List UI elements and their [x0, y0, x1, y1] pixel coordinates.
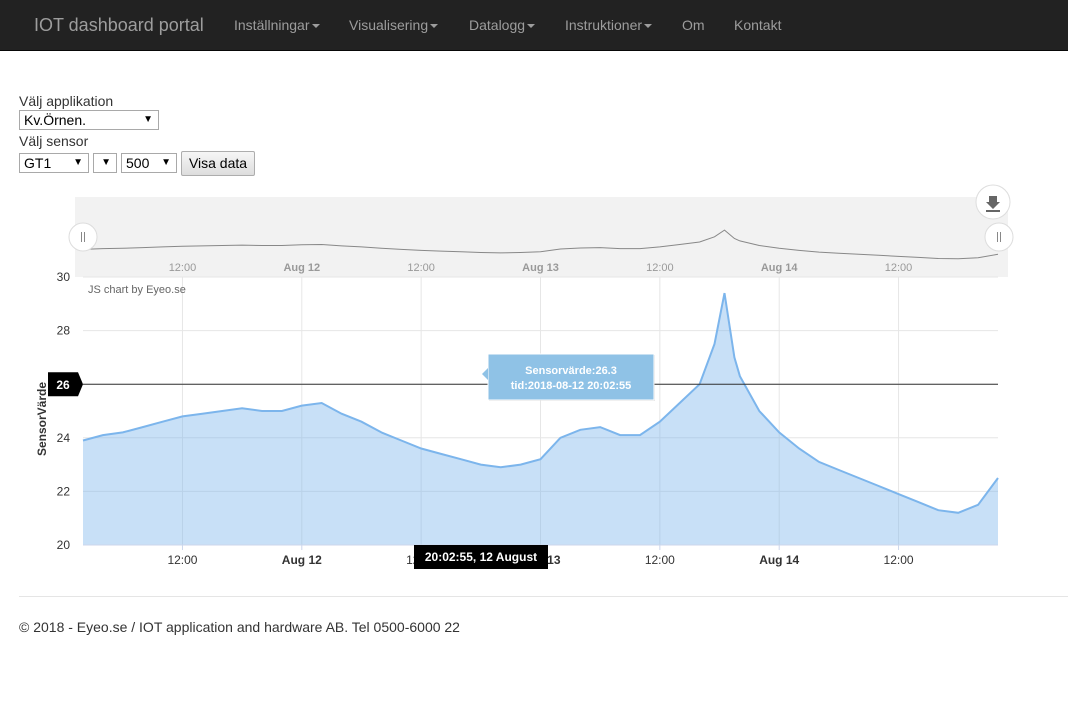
tooltip-box	[487, 353, 655, 401]
navigator[interactable]: 12:00 Aug 12 12:00 Aug 13 12:00 Aug 14 12:00	[68, 184, 1014, 277]
sensor-label: Välj sensor	[19, 133, 89, 149]
nav-item-label: Instruktioner	[565, 17, 643, 33]
footer-text: © 2018 - Eyeo.se / IOT application and h…	[19, 619, 460, 635]
x-tick-label: Aug 14	[759, 553, 799, 567]
tooltip-line-time: tid:2018-08-12 20:02:55	[511, 380, 631, 392]
navigator-line	[82, 229, 999, 260]
nav-item-kontakt[interactable]: Kontakt	[734, 17, 781, 33]
y-tick-label: 22	[57, 484, 71, 498]
crosshair-value-badge	[48, 372, 83, 397]
nav-item-installningar[interactable]: Inställningar	[234, 17, 320, 33]
chevron-down-icon	[644, 24, 653, 29]
sensor-select[interactable]: GT1 ▼	[19, 153, 89, 173]
y-axis-title: SensorVärde	[35, 382, 49, 456]
nav-item-visualisering[interactable]: Visualisering	[349, 17, 439, 33]
x-tick-label: 12:00	[645, 553, 675, 567]
count-select[interactable]: 500 ▼	[121, 153, 177, 173]
nav-item-label: Inställningar	[234, 17, 310, 33]
navigator-tick-label: Aug 12	[283, 262, 320, 274]
dropdown-arrow-icon: ▼	[101, 157, 111, 168]
sensor-select-value: GT1	[24, 155, 52, 171]
navigator-tick-label: 12:00	[885, 262, 913, 274]
nav-item-label: Datalogg	[469, 17, 526, 33]
chevron-down-icon	[430, 24, 439, 29]
application-select-value: Kv.Örnen.	[24, 112, 86, 128]
download-icon-base	[986, 210, 1000, 212]
chevron-down-icon	[527, 24, 536, 29]
navigator-handle-left[interactable]	[68, 222, 98, 252]
navigator-background	[75, 197, 1008, 277]
show-data-button[interactable]: Visa data	[181, 151, 255, 176]
nav-item-label: Om	[682, 17, 705, 33]
y-tick-label: 30	[57, 270, 71, 284]
navigator-handle-right[interactable]	[984, 222, 1014, 252]
x-tick-label: 12:00	[167, 553, 197, 567]
x-crosshair-label-box	[414, 545, 548, 569]
download-icon	[986, 196, 1000, 209]
secondary-select[interactable]: ▼	[93, 153, 117, 173]
series-line	[82, 292, 999, 514]
navigator-tick-label: 12:00	[169, 262, 197, 274]
count-select-value: 500	[126, 155, 150, 171]
x-crosshair-label: 20:02:55, 12 August	[425, 550, 537, 564]
y-tick-label: 24	[57, 431, 71, 445]
dropdown-arrow-icon: ▼	[161, 157, 171, 168]
nav-item-datalogg[interactable]: Datalogg	[469, 17, 536, 33]
x-tick-label: Aug 12	[282, 553, 322, 567]
dropdown-arrow-icon: ▼	[73, 157, 83, 168]
sensor-chart[interactable]: 12:00 Aug 12 12:00 Aug 13 12:00 Aug 14 12:00 2…	[0, 180, 1068, 580]
tooltip-line-value: Sensorvärde:26.3	[525, 365, 617, 377]
nav-item-om[interactable]: Om	[682, 17, 705, 33]
series-area	[83, 293, 998, 545]
chevron-down-icon	[311, 24, 320, 29]
navigator-tick-label: 12:00	[646, 262, 674, 274]
brand-title[interactable]: IOT dashboard portal	[34, 15, 204, 35]
x-tick-label: 12:00	[884, 553, 914, 567]
y-tick-label: 28	[57, 324, 71, 338]
navigator-tick-label: Aug 14	[761, 262, 799, 274]
crosshair-value-label: 26	[56, 378, 70, 392]
dropdown-arrow-icon: ▼	[143, 114, 153, 125]
nav-item-label: Kontakt	[734, 17, 782, 33]
top-navbar: IOT dashboard portal Inställningar Visua…	[0, 0, 1068, 51]
application-select[interactable]: Kv.Örnen. ▼	[19, 110, 159, 130]
application-label: Välj applikation	[19, 93, 114, 109]
chart-credit: JS chart by Eyeo.se	[88, 284, 186, 296]
navigator-tick-label: Aug 13	[522, 262, 559, 274]
y-tick-label: 20	[57, 538, 71, 552]
chart-overlay: 26 Sensorvärde:26.3 tid:2018-08-12 20:02:5…	[48, 353, 998, 569]
tooltip-pointer	[482, 368, 488, 380]
footer-divider	[19, 596, 1068, 597]
nav-item-label: Visualisering	[349, 17, 429, 33]
nav-item-instruktioner[interactable]: Instruktioner	[565, 17, 653, 33]
navigator-tick-label: 12:00	[407, 262, 435, 274]
